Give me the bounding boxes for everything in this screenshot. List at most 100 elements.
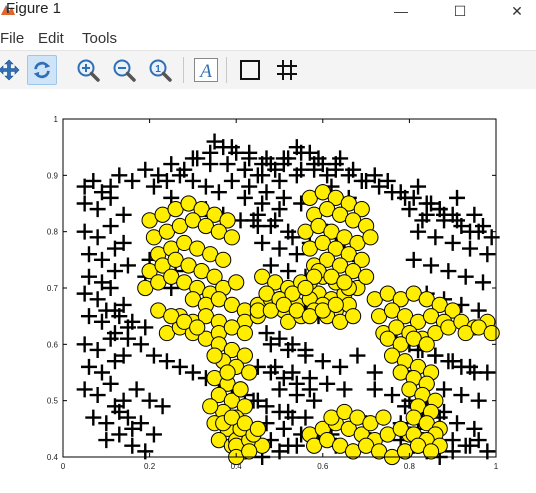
circle-marker xyxy=(358,268,375,285)
zoom-in-icon xyxy=(77,59,100,82)
plus-marker xyxy=(366,167,383,184)
plus-marker xyxy=(444,206,461,223)
plus-marker xyxy=(284,409,301,426)
plus-marker xyxy=(405,189,422,206)
plus-marker xyxy=(80,246,97,263)
circle-marker xyxy=(228,274,245,291)
x-tick-label: 0.8 xyxy=(404,462,416,471)
circle-marker xyxy=(189,319,206,336)
pan-button[interactable] xyxy=(0,55,24,85)
plus-marker xyxy=(271,381,288,398)
plus-marker xyxy=(249,218,266,235)
plus-marker xyxy=(137,161,154,178)
plus-marker xyxy=(80,268,97,285)
y-tick-label: 1 xyxy=(54,115,59,124)
figure-canvas[interactable]: 0 0.2 0.4 0.6 0.8 1 0.4 0.5 0.6 0.7 0.8 0.9 1 xyxy=(0,89,536,493)
plus-marker xyxy=(457,437,474,454)
plus-marker xyxy=(202,144,219,161)
plus-marker xyxy=(301,381,318,398)
plus-marker xyxy=(241,178,258,195)
plus-marker xyxy=(102,375,119,392)
toolbar: 1 A xyxy=(0,50,536,90)
plus-marker xyxy=(119,257,136,274)
plus-marker xyxy=(89,291,106,308)
plus-marker xyxy=(449,415,466,432)
plus-marker xyxy=(440,263,457,280)
plus-marker xyxy=(275,150,292,167)
plus-marker xyxy=(262,336,279,353)
plus-marker xyxy=(470,392,487,409)
plus-marker xyxy=(89,201,106,218)
plus-marker xyxy=(440,353,457,370)
plus-marker xyxy=(288,246,305,263)
circle-marker xyxy=(444,302,461,319)
plus-marker xyxy=(466,364,483,381)
plus-marker xyxy=(106,240,123,257)
plus-marker xyxy=(132,415,149,432)
scatter-plot[interactable]: 0 0.2 0.4 0.6 0.8 1 0.4 0.5 0.6 0.7 0.8 0.9 1 xyxy=(0,89,536,493)
plus-marker xyxy=(466,206,483,223)
plus-marker xyxy=(158,353,175,370)
plus-marker xyxy=(392,184,409,201)
maximize-button[interactable]: ☐ xyxy=(437,0,483,22)
plus-marker xyxy=(76,178,93,195)
menu-bar: File Edit Tools xyxy=(0,28,536,50)
plus-marker xyxy=(275,370,292,387)
matlab-app-icon xyxy=(1,5,15,15)
zoom-in-button[interactable] xyxy=(73,55,103,85)
plus-marker xyxy=(76,285,93,302)
plus-marker xyxy=(410,223,427,240)
minimize-icon: — xyxy=(394,3,408,19)
plus-marker xyxy=(418,195,435,212)
plus-marker xyxy=(93,364,110,381)
menu-edit[interactable]: Edit xyxy=(38,30,64,47)
plus-marker xyxy=(102,189,119,206)
plus-marker xyxy=(423,257,440,274)
plus-marker xyxy=(449,189,466,206)
plus-marker xyxy=(171,358,188,375)
rotate-button[interactable] xyxy=(27,55,57,85)
toggle-axes-box-button[interactable] xyxy=(235,55,265,85)
menu-file[interactable]: File xyxy=(0,30,25,47)
plus-marker xyxy=(462,240,479,257)
plus-marker xyxy=(401,201,418,218)
plus-marker xyxy=(288,139,305,156)
plus-marker xyxy=(93,313,110,330)
circle-marker xyxy=(236,398,253,415)
plus-marker xyxy=(470,302,487,319)
plus-marker xyxy=(93,184,110,201)
plus-marker xyxy=(414,212,431,229)
circle-marker xyxy=(483,324,500,342)
circle-marker xyxy=(206,347,223,364)
circle-marker xyxy=(375,409,392,426)
circle-marker xyxy=(232,381,249,398)
plus-marker xyxy=(145,426,162,443)
plus-marker xyxy=(145,178,162,195)
insert-text-button[interactable]: A xyxy=(191,55,221,85)
zoom-out-button[interactable] xyxy=(109,55,139,85)
plus-marker xyxy=(427,229,444,246)
plus-marker xyxy=(111,308,128,325)
plus-marker xyxy=(475,274,492,291)
plus-marker xyxy=(241,144,258,161)
plus-marker xyxy=(384,387,401,404)
plus-marker xyxy=(89,229,106,246)
close-button[interactable]: ✕ xyxy=(494,0,536,22)
toggle-grid-button[interactable] xyxy=(272,55,302,85)
circle-marker xyxy=(327,296,344,313)
plus-marker xyxy=(271,172,288,189)
plus-marker xyxy=(470,223,487,240)
minimize-button[interactable]: — xyxy=(378,0,424,22)
plus-marker xyxy=(284,229,301,246)
plus-marker xyxy=(258,325,275,342)
plus-marker xyxy=(150,167,167,184)
plus-marker xyxy=(89,341,106,358)
plus-marker xyxy=(453,218,470,235)
circle-marker xyxy=(297,279,314,297)
plus-marker xyxy=(371,178,388,195)
zoom-reset-button[interactable]: 1 xyxy=(145,55,175,85)
plus-marker xyxy=(124,172,141,189)
plus-marker xyxy=(210,184,227,201)
circle-marker xyxy=(353,251,370,268)
menu-tools[interactable]: Tools xyxy=(82,30,118,47)
